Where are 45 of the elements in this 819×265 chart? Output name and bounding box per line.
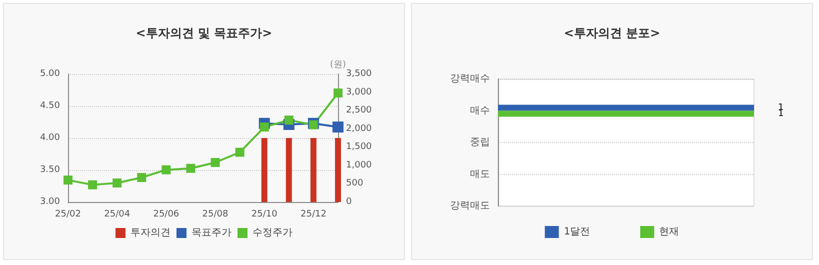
y-tick-label: 4.50 <box>40 101 60 111</box>
y-tick-label: 매수 <box>470 105 490 116</box>
chart-title: <투자의견 및 목표주가> <box>136 26 272 40</box>
x-tick-label: 25/04 <box>104 210 130 220</box>
point <box>64 176 72 185</box>
y2-tick-label: 2,000 <box>346 124 372 134</box>
legend-label: 목표주가 <box>192 228 232 238</box>
point <box>308 120 318 130</box>
y2-tick-label: 3,500 <box>346 69 372 79</box>
point <box>260 122 269 132</box>
point <box>235 148 244 157</box>
y2-tick-label: 2,500 <box>346 106 372 116</box>
point <box>88 180 98 190</box>
x-tick-label: 25/02 <box>55 210 81 220</box>
y2-axis-title: (원) <box>330 60 346 70</box>
x-tick-label: 25/06 <box>153 210 180 220</box>
chart-title: <투자의견 분포> <box>564 26 660 40</box>
y-tick-label: 3.00 <box>40 197 60 207</box>
y-tick-label: 강력매도 <box>450 200 490 212</box>
point <box>137 172 146 182</box>
point <box>186 164 196 173</box>
legend-label: 수정주가 <box>252 228 292 238</box>
point <box>332 122 344 133</box>
legend-label: 1달전 <box>564 226 590 238</box>
y-tick-label: 4.00 <box>40 133 60 143</box>
point <box>162 165 171 174</box>
point <box>284 116 294 125</box>
y-tick-label: 5.00 <box>40 69 60 79</box>
y2-tick-label: 1,000 <box>346 160 372 170</box>
x-tick-label: 25/12 <box>300 210 326 220</box>
y-tick-label: 강력매수 <box>450 74 490 84</box>
y2-tick-label: 3,000 <box>346 87 372 98</box>
legend-label: 투자의견 <box>130 228 170 238</box>
point <box>112 178 122 188</box>
x-tick-label: 25/10 <box>251 210 278 220</box>
y2-tick-label: 0 <box>346 197 352 207</box>
y-tick-label: 중립 <box>470 137 490 148</box>
y-tick-label: 매도 <box>470 168 490 180</box>
point <box>334 88 342 98</box>
y2-tick-label: 1,500 <box>346 142 372 152</box>
x-tick-label: 25/08 <box>202 210 229 220</box>
y-tick-label: 3.50 <box>40 165 60 175</box>
legend-label: 현재 <box>659 226 680 238</box>
point <box>210 158 220 168</box>
y2-tick-label: 500 <box>346 178 364 189</box>
